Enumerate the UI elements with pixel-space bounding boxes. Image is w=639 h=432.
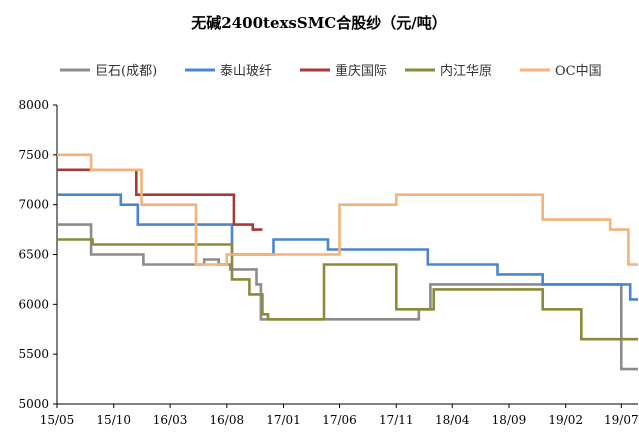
y-tick-label: 5500: [18, 347, 49, 361]
legend-label: 巨石(成都): [95, 64, 157, 79]
legend-label: OC中国: [555, 64, 602, 79]
y-tick-label: 8000: [18, 98, 49, 112]
series-line-5: [57, 153, 638, 266]
x-tick-label: 16/08: [210, 413, 245, 427]
x-tick-label: 18/04: [435, 413, 470, 427]
x-axis: 15/05 15/10 16/03 16/08 17/01 17/06 17/11 18/04…: [40, 403, 639, 427]
legend-label: 内江华原: [440, 63, 492, 79]
x-tick-label: 19/02: [548, 413, 583, 427]
x-tick-label: 17/06: [322, 413, 357, 427]
x-tick-label: 16/03: [153, 413, 188, 427]
y-axis: 5000 5500 6000 6500 7000 7500 8000: [18, 98, 58, 411]
x-tick-label: 18/09: [492, 413, 527, 427]
series-line-2: [57, 193, 638, 301]
legend-label: 重庆国际: [335, 63, 387, 79]
x-tick-label: 15/10: [96, 413, 131, 427]
y-tick-label: 5000: [18, 397, 49, 411]
series-line-1: [57, 223, 638, 371]
legend: 巨石(成都) 泰山玻纤 重庆国际 内江华原 OC中国: [60, 63, 602, 79]
chart-title: 无碱2400texsSMC合股纱（元/吨）: [190, 14, 446, 32]
y-tick-label: 7000: [18, 198, 49, 212]
x-tick-label: 19/07: [604, 413, 639, 427]
y-tick-label: 6000: [18, 297, 49, 311]
x-tick-label: 17/01: [266, 413, 301, 427]
series-line-4: [57, 238, 638, 341]
series-group: [57, 153, 638, 371]
y-tick-label: 6500: [18, 248, 49, 262]
y-tick-label: 7500: [18, 148, 49, 162]
x-tick-label: 15/05: [40, 413, 75, 427]
x-tick-label: 17/11: [379, 413, 414, 427]
series-line-3: [57, 168, 263, 231]
legend-label: 泰山玻纤: [220, 64, 272, 79]
